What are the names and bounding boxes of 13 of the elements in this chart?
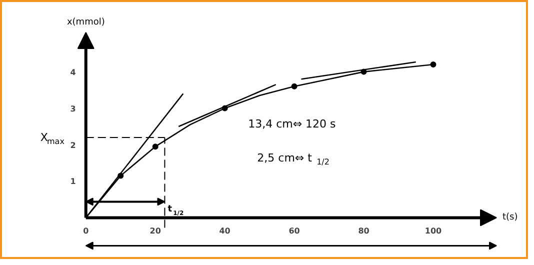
y-tick-label: 4 — [70, 68, 76, 77]
y-tick-label: 3 — [70, 104, 76, 114]
y-tick-label: 2 — [70, 140, 76, 150]
x-tick-label: 60 — [288, 226, 300, 236]
x-tick-label: 20 — [150, 226, 162, 236]
y-axis-title: x(mmol) — [66, 18, 105, 28]
x-tick-label: 80 — [358, 226, 370, 236]
x-tick-label: 40 — [219, 226, 231, 236]
x-axis-title: t(s) — [502, 212, 518, 223]
x-tick-label: 100 — [424, 226, 442, 236]
annotation: 13,4 cm⇔ 120 s — [248, 118, 336, 131]
x-tick-label: 0 — [83, 226, 90, 236]
y-tick-label: 1 — [70, 177, 76, 186]
